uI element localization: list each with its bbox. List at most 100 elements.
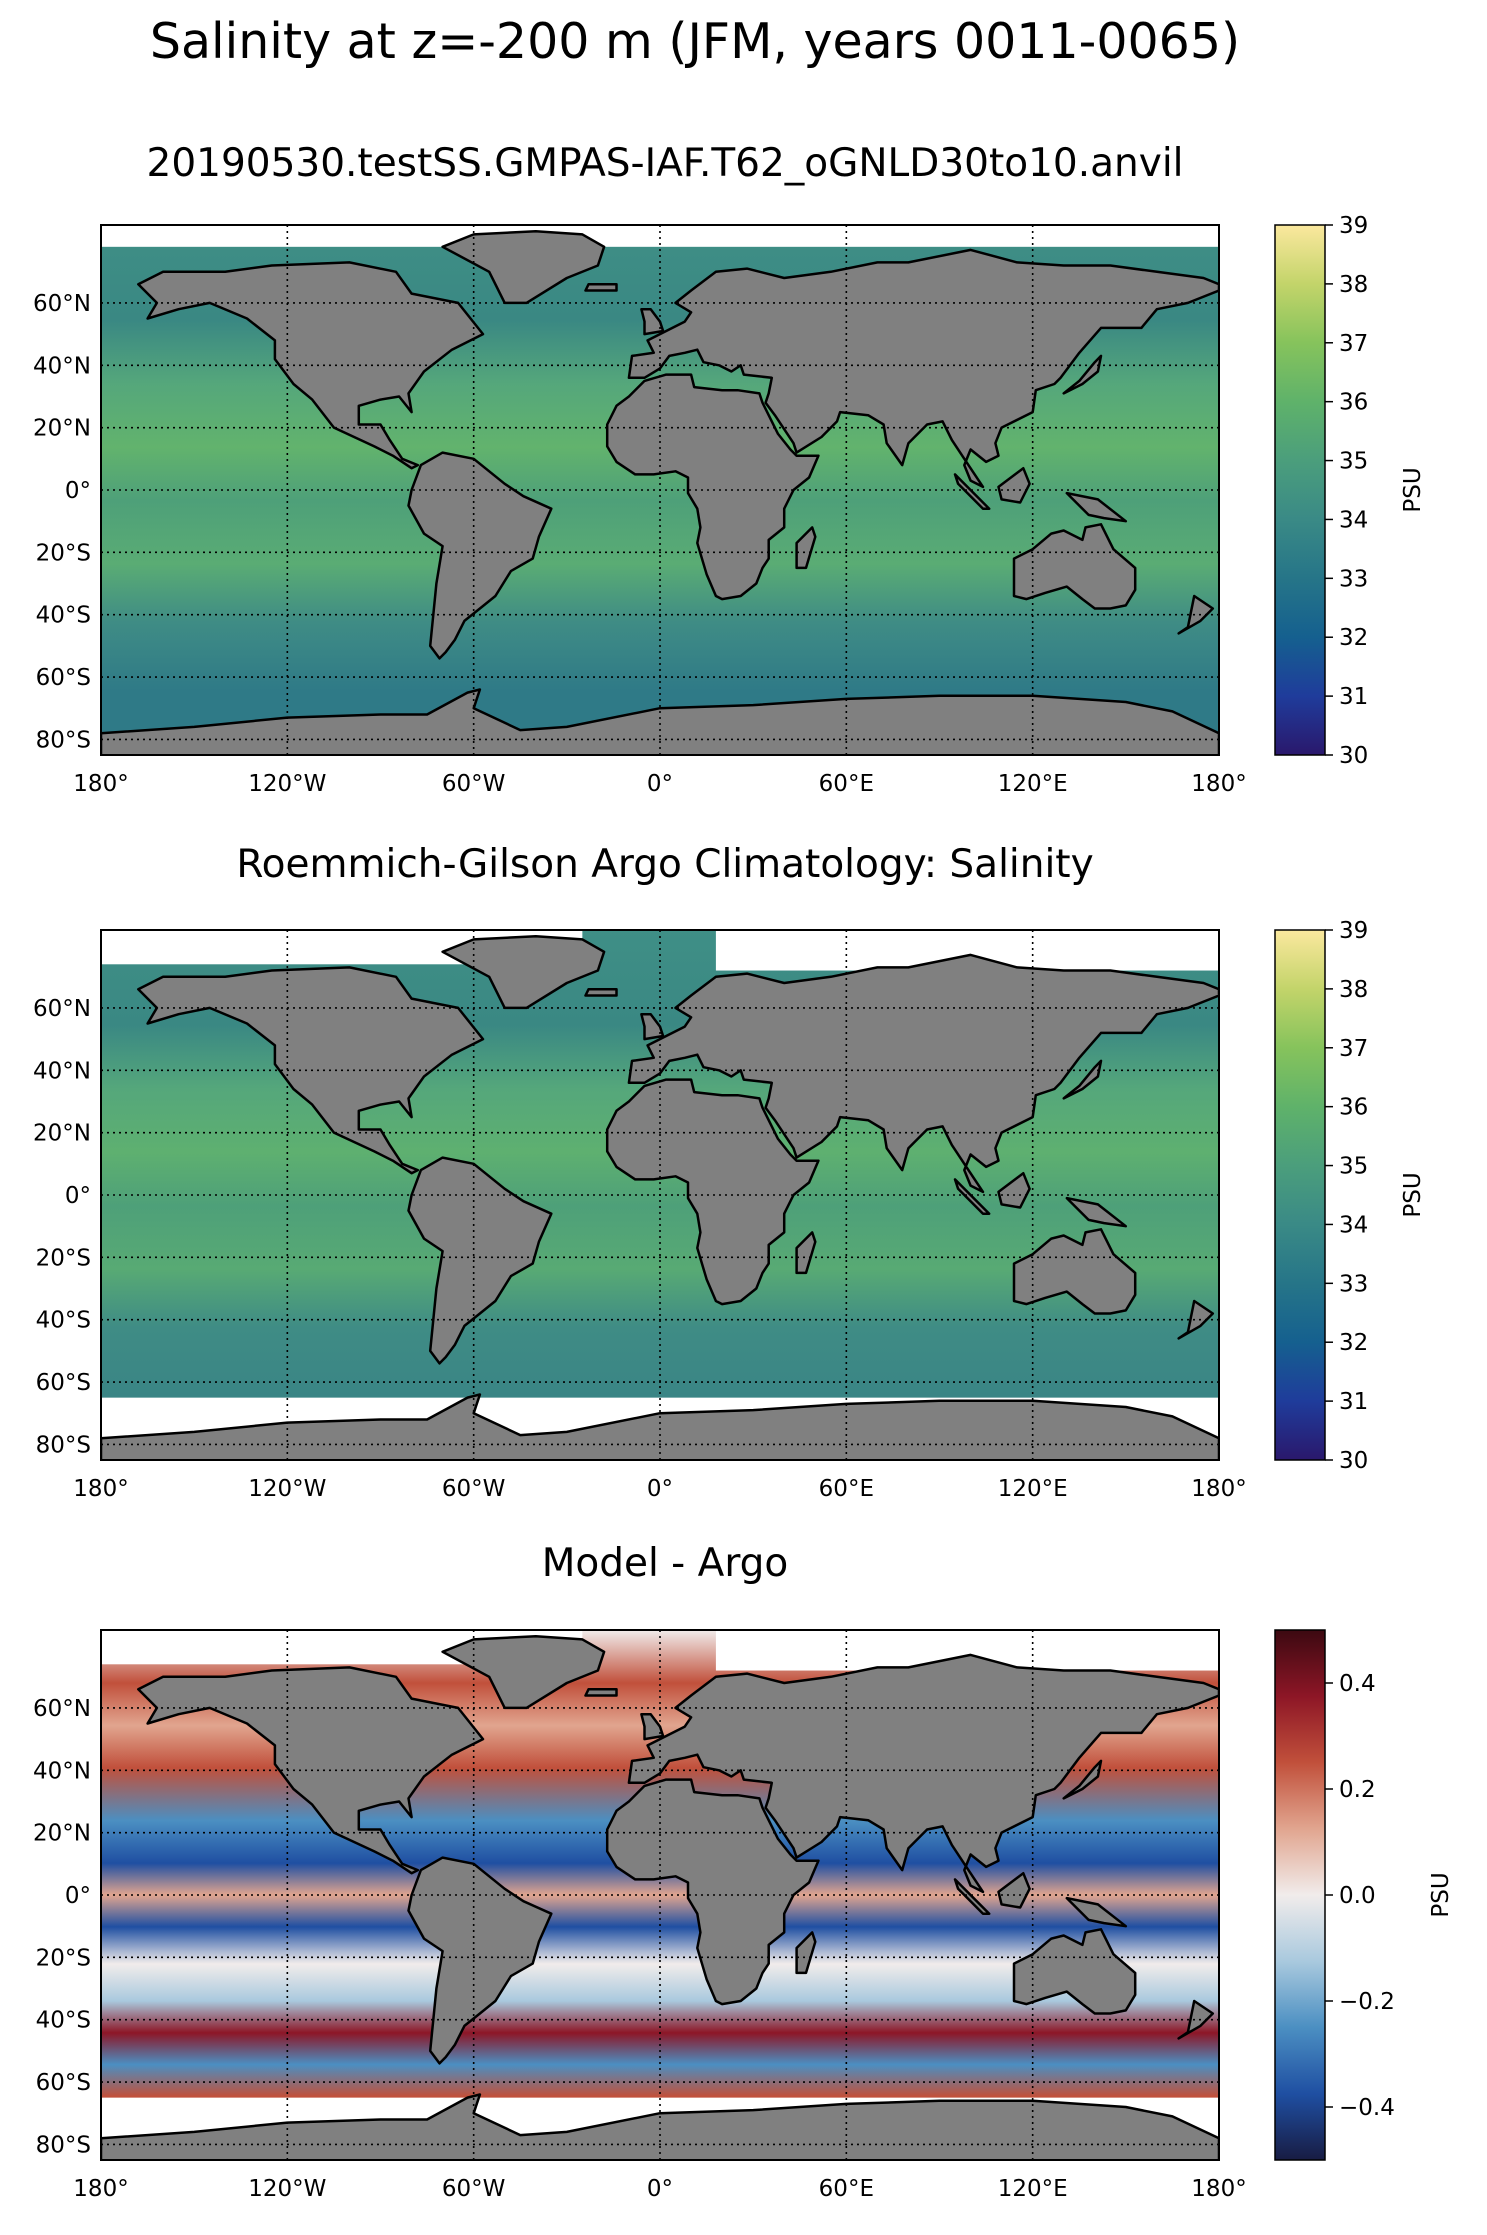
map-panel-1: 180° 120°W 60°W 0° 60°E 120°E 180° 60°N 40°N 20°N… (33, 213, 1426, 797)
lat-tick-label: 60°N (33, 996, 91, 1022)
lon-tick-label: 180° (73, 2176, 128, 2202)
land-north-america (137, 966, 485, 1175)
figure-title: Salinity at z=-200 m (JFM, years 0011-00… (149, 13, 1241, 70)
lon-tick-label: 120°W (248, 2176, 326, 2202)
colorbar-tick-label: 39 (1339, 213, 1368, 239)
lat-tick-label: 60°S (36, 1370, 91, 1396)
map-panel-2: 180° 120°W 60°W 0° 60°E 120°E 180° 60°N 40°N 20°N… (33, 918, 1426, 1502)
lon-tick-label: 0° (647, 2176, 673, 2202)
map-frame (100, 1629, 1220, 2161)
land-new-zealand (1177, 594, 1215, 635)
land-sumatra (953, 1878, 991, 1915)
lat-tick-label: 80°S (36, 2132, 91, 2158)
lon-tick-label: 60°W (442, 2176, 506, 2202)
map-frame (100, 929, 1220, 1461)
land-new-guinea (1065, 1896, 1128, 1928)
land-iceland (584, 1687, 618, 1697)
lat-tick-label: 60°N (33, 1696, 91, 1722)
land-new-guinea (1065, 1196, 1128, 1228)
lon-tick-label: 60°W (442, 771, 506, 797)
lat-tick-label: 0° (65, 1183, 91, 1209)
lat-tick-label: 20°S (36, 1245, 91, 1271)
lat-tick-label: 40°S (36, 2008, 91, 2034)
colorbar-gradient (1274, 224, 1326, 756)
lon-tick-label: 0° (647, 1476, 673, 1502)
lon-tick-label: 120°W (248, 771, 326, 797)
land-greenland (441, 1634, 606, 1710)
map-frame (100, 224, 1220, 756)
panel-1-title: 20190530.testSS.GMPAS-IAF.T62_oGNLD30to1… (146, 141, 1184, 186)
lat-tick-label: 80°S (36, 1432, 91, 1458)
land-eurasia (627, 1653, 1219, 1894)
lat-tick-label: 20°N (33, 1121, 91, 1147)
lat-tick-label: 20°S (36, 1945, 91, 1971)
lat-tick-label: 40°S (36, 1308, 91, 1334)
land-new-zealand (1177, 1999, 1215, 2040)
colorbar-tick-label: 30 (1339, 743, 1368, 769)
colorbar-tick-label: 32 (1339, 1330, 1368, 1356)
colorbar-tick-label: 35 (1339, 1154, 1368, 1180)
land-greenland (441, 229, 606, 305)
colorbar-tick-label: −0.4 (1339, 2095, 1395, 2121)
lon-tick-label: 0° (647, 771, 673, 797)
land-sumatra (953, 473, 991, 510)
land-south-america (407, 451, 553, 660)
lat-tick-label: 40°N (33, 1058, 91, 1084)
land-antarctica (101, 1393, 1219, 1460)
colorbar-2: 30 31 32 33 34 35 36 37 38 39 PSU (1274, 918, 1426, 1474)
land-uk (640, 307, 665, 336)
colorbar-tick-label: 39 (1339, 918, 1368, 944)
lat-tick-label: 40°S (36, 603, 91, 629)
colorbar-tick-label: 37 (1339, 331, 1368, 357)
lon-tick-label: 120°E (998, 1476, 1068, 1502)
colorbar-tick-label: 34 (1339, 507, 1368, 533)
colorbar-tick-label: −0.2 (1339, 1989, 1395, 2015)
lat-tick-label: 20°S (36, 540, 91, 566)
colorbar-tick-label: 0.2 (1339, 1777, 1376, 1803)
lat-tick-label: 20°N (33, 1821, 91, 1847)
lat-tick-label: 60°S (36, 2070, 91, 2096)
lon-tick-label: 60°E (819, 1476, 874, 1502)
land-sumatra (953, 1178, 991, 1215)
lat-tick-label: 60°N (33, 291, 91, 317)
colorbar-tick-label: 32 (1339, 625, 1368, 651)
land-uk (640, 1012, 665, 1041)
colorbar-tick-label: 38 (1339, 272, 1368, 298)
colorbar-tick-label: 31 (1339, 1389, 1368, 1415)
lat-tick-label: 40°N (33, 1758, 91, 1784)
land-south-america (407, 1856, 553, 2065)
land-japan (1062, 354, 1103, 395)
colorbar-tick-label: 38 (1339, 977, 1368, 1003)
colorbar-label: PSU (1428, 1872, 1454, 1917)
land-japan (1062, 1059, 1103, 1100)
land-borneo (997, 1871, 1031, 1909)
lat-tick-label: 40°N (33, 353, 91, 379)
lon-tick-label: 180° (1191, 2176, 1246, 2202)
colorbar-tick-label: 33 (1339, 566, 1368, 592)
colorbar-tick-label: 33 (1339, 1271, 1368, 1297)
lon-tick-label: 60°W (442, 1476, 506, 1502)
land-south-america (407, 1156, 553, 1365)
land-madagascar (795, 1231, 817, 1275)
lat-tick-label: 80°S (36, 727, 91, 753)
colorbar-tick-label: 37 (1339, 1036, 1368, 1062)
colorbar-tick-label: 36 (1339, 1095, 1368, 1121)
land-new-zealand (1177, 1299, 1215, 1340)
colorbar-tick-label: 30 (1339, 1448, 1368, 1474)
colorbar-3: −0.4 −0.2 0.0 0.2 0.4 PSU (1274, 1629, 1454, 2161)
colorbar-tick-label: 35 (1339, 449, 1368, 475)
land-antarctica (101, 688, 1219, 755)
land-north-america (137, 261, 485, 470)
lon-tick-label: 120°E (998, 2176, 1068, 2202)
land-eurasia (627, 953, 1219, 1194)
land-australia (1012, 523, 1137, 610)
land-antarctica (101, 2093, 1219, 2160)
panel-3-title: Model - Argo (541, 1541, 789, 1586)
missing-data-arctic (101, 225, 1219, 247)
lat-tick-label: 0° (65, 1883, 91, 1909)
land-iceland (584, 987, 618, 997)
colorbar-tick-label: 31 (1339, 684, 1368, 710)
land-greenland (441, 934, 606, 1010)
colorbar-label: PSU (1400, 467, 1426, 512)
land-north-america (137, 1666, 485, 1875)
